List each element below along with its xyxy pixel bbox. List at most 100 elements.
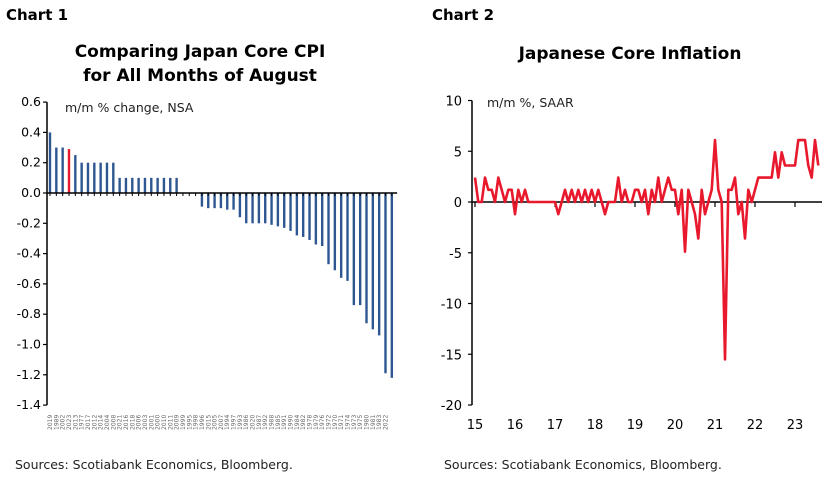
chart1-x-tick-label: 2018 (129, 415, 136, 430)
chart1-y-tick-label: -0.2 (17, 215, 41, 230)
chart1-bar (67, 149, 71, 193)
chart1-bar (308, 193, 311, 240)
chart1-bar (61, 147, 64, 193)
chart1-x-tick-label: 1985 (275, 415, 282, 430)
chart1-bar (213, 193, 216, 209)
chart1-bar (74, 155, 77, 193)
chart1-x-tick-label: 2003 (142, 415, 149, 430)
chart1-bar (137, 177, 140, 193)
chart1-bar (238, 193, 242, 218)
chart1-y-tick-label: -0.4 (17, 246, 41, 261)
chart1-x-tick-label: 2012 (91, 415, 98, 430)
chart1-x-tick-label: 2010 (161, 415, 168, 430)
chart2-header: Chart 2 (432, 6, 495, 24)
chart1-x-tick-label: 1983 (376, 415, 383, 430)
chart2-y-tick-label: -5 (449, 247, 462, 262)
chart1-x-tick-label: 1979 (313, 415, 320, 430)
chart1-x-tick-label: 2014 (98, 415, 105, 430)
chart1-x-tick-label: 2002 (60, 415, 67, 430)
chart1-x-tick-label: 1991 (281, 415, 288, 430)
chart2-y-tick-label: 0 (454, 196, 462, 211)
chart1-bar (150, 177, 153, 193)
chart1-x-tick-label: 1987 (256, 415, 263, 430)
chart1-y-tick-label: -0.6 (17, 276, 41, 291)
chart1-x-tick-label: 1980 (364, 415, 371, 430)
chart1-y-tick-label: -1.0 (17, 337, 41, 352)
chart1-bar (270, 193, 273, 225)
chart2-y-tick-label: -20 (441, 399, 462, 414)
chart1-bar (333, 193, 337, 271)
chart1-bar (264, 193, 267, 224)
chart1-bar (156, 177, 159, 193)
chart1-bar (377, 193, 381, 336)
chart1-y-tick-label: 0.4 (21, 124, 41, 139)
chart1-bar (143, 177, 147, 193)
chart1-x-tick-label: 1989 (53, 415, 60, 430)
chart1-bar (283, 193, 286, 228)
chart1-x-tick-label: 1996 (199, 415, 206, 430)
chart1-y-tick-label: -1.4 (17, 397, 41, 412)
chart1-y-tick-label: -0.8 (17, 306, 41, 321)
chart1-x-tick-label: 1995 (186, 415, 193, 430)
chart2-x-tick-label: 18 (587, 418, 604, 433)
chart1-x-tick-label: 1971 (338, 415, 345, 430)
chart1-bar (384, 193, 387, 374)
chart2-x-tick-label: 16 (507, 418, 524, 433)
chart1-x-tick-label: 2005 (212, 415, 219, 430)
chart1-bar (131, 177, 134, 193)
chart1-bar (365, 193, 368, 324)
chart1-x-tick-label: 2008 (110, 415, 117, 430)
chart1-x-tick-label: 2022 (382, 415, 389, 430)
chart1-x-tick-label: 1992 (262, 415, 269, 430)
chart2-unit-label: m/m %, SAAR (487, 95, 574, 110)
chart1-bar (302, 193, 305, 237)
chart1-bar (245, 193, 248, 224)
chart2-x-tick-label: 19 (627, 418, 644, 433)
chart1-x-tick-label: 1988 (269, 415, 276, 430)
chart1-bar (200, 193, 204, 207)
chart1-bar (251, 193, 254, 224)
chart1-title-line1: Comparing Japan Core CPI (74, 42, 326, 62)
chart1-bar (112, 162, 115, 193)
chart1-y-tick-label: -1.2 (17, 367, 41, 382)
chart1-x-tick-label: 2017 (85, 415, 92, 430)
chart1-bar (124, 177, 128, 193)
chart1-x-tick-label: 1981 (370, 415, 377, 430)
chart1-bar (99, 162, 102, 193)
chart1-bar (339, 193, 343, 278)
chart1-x-tick-label: 1970 (332, 415, 339, 430)
chart1-bar (169, 177, 172, 193)
chart1-x-tick-label: 1982 (300, 415, 307, 430)
chart1-y-tick-label: 0.0 (21, 185, 41, 200)
chart1-bar (219, 193, 223, 209)
chart2-y-tick-label: -15 (441, 348, 462, 363)
chart1-bar (352, 193, 356, 306)
chart1-x-tick-label: 1999 (180, 415, 187, 430)
chart1-x-tick-label: 1973 (351, 415, 358, 430)
chart2-x-tick-label: 23 (787, 418, 804, 433)
chart1-bar (93, 162, 96, 193)
chart1-bar (55, 147, 58, 193)
chart1-bar (314, 193, 318, 245)
chart1-x-tick-label: 2009 (174, 415, 181, 430)
chart1-x-tick-label: 2021 (117, 415, 124, 430)
chart1-x-tick-label: 2013 (72, 415, 79, 430)
chart2-title: Japanese Core Inflation (518, 44, 742, 64)
chart1-bar (371, 193, 375, 330)
chart1-bar (289, 193, 292, 231)
chart1-x-tick-label: 2019 (47, 415, 54, 430)
chart2-x-tick-label: 22 (747, 418, 764, 433)
chart1-x-tick-label: 1984 (294, 415, 301, 430)
chart1-x-tick-label: 2004 (104, 415, 111, 430)
chart1-bar (257, 193, 261, 224)
chart1-x-tick-label: 2016 (123, 415, 130, 430)
chart1-x-tick-label: 2006 (136, 415, 143, 430)
chart1-x-tick-label: 1998 (193, 415, 200, 430)
chart2-x-tick-label: 15 (467, 418, 484, 433)
chart2-y-tick-label: -10 (441, 298, 462, 313)
chart1-y-tick-label: 0.6 (21, 94, 41, 109)
chart1-title-line2: for All Months of August (83, 66, 317, 86)
chart2-source: Sources: Scotiabank Economics, Bloomberg… (444, 457, 722, 472)
chart1-x-tick-label: 2007 (218, 415, 225, 430)
